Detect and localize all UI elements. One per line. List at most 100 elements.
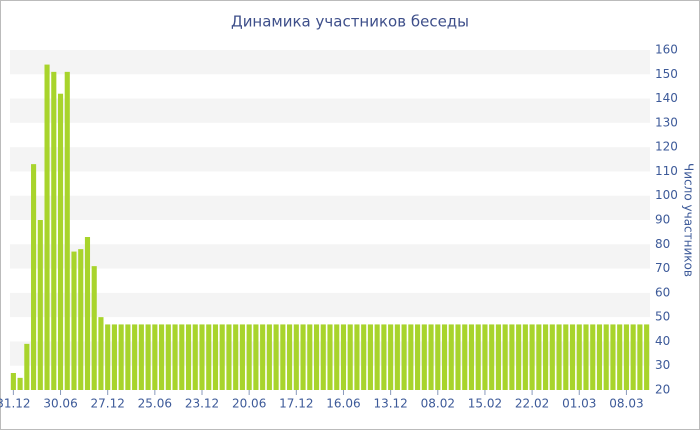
bar bbox=[226, 324, 232, 390]
bar bbox=[583, 324, 589, 390]
bar bbox=[536, 324, 542, 390]
bar bbox=[630, 324, 636, 390]
bar bbox=[10, 373, 16, 390]
bar bbox=[347, 324, 353, 390]
bar bbox=[165, 324, 171, 390]
bar bbox=[482, 324, 488, 390]
y-tick-label: 130 bbox=[655, 115, 678, 129]
grid-band bbox=[10, 50, 650, 75]
y-tick-label: 50 bbox=[655, 310, 670, 324]
y-tick-label: 60 bbox=[655, 285, 670, 299]
bar bbox=[253, 324, 259, 390]
bar bbox=[637, 324, 643, 390]
bar bbox=[199, 324, 205, 390]
bar bbox=[212, 324, 219, 390]
bar bbox=[138, 324, 144, 390]
x-tick-label: 08.02 bbox=[421, 397, 455, 411]
bar bbox=[509, 324, 515, 390]
grid-band bbox=[10, 147, 650, 172]
bar bbox=[543, 324, 549, 390]
bar bbox=[590, 324, 596, 390]
y-tick-label: 90 bbox=[655, 213, 670, 227]
bar bbox=[428, 324, 434, 390]
bar bbox=[623, 324, 629, 390]
x-tick-label: 01.03 bbox=[562, 397, 596, 411]
chart-title: Динамика участников беседы bbox=[231, 13, 469, 31]
bar bbox=[354, 324, 360, 390]
bar bbox=[596, 324, 603, 390]
bar bbox=[91, 266, 97, 390]
bar bbox=[415, 324, 421, 390]
x-tick-label: 30.06 bbox=[43, 397, 77, 411]
bar bbox=[401, 324, 407, 390]
bar bbox=[159, 324, 165, 390]
grid-band bbox=[10, 195, 650, 220]
bar bbox=[260, 324, 266, 390]
bar bbox=[603, 324, 609, 390]
bar bbox=[293, 324, 299, 390]
bar bbox=[334, 324, 340, 390]
bar bbox=[475, 324, 481, 390]
bar bbox=[239, 324, 245, 390]
bar bbox=[57, 93, 64, 390]
bar bbox=[51, 71, 57, 390]
bar bbox=[361, 324, 367, 390]
bar bbox=[125, 324, 131, 390]
bar bbox=[31, 164, 37, 390]
bar bbox=[374, 324, 380, 390]
y-tick-label: 30 bbox=[655, 358, 670, 372]
bar bbox=[266, 324, 272, 390]
bar bbox=[502, 324, 508, 390]
y-tick-label: 100 bbox=[655, 188, 678, 202]
bar bbox=[118, 324, 124, 390]
y-tick-label: 140 bbox=[655, 91, 678, 105]
bar bbox=[78, 249, 84, 390]
x-tick-label: 27.12 bbox=[91, 397, 125, 411]
y-tick-label: 70 bbox=[655, 261, 670, 275]
bar bbox=[340, 324, 347, 390]
x-tick-label: 31.12 bbox=[0, 397, 31, 411]
bar bbox=[185, 324, 192, 390]
bar bbox=[522, 324, 528, 390]
bar bbox=[394, 324, 400, 390]
y-tick-label: 20 bbox=[655, 383, 670, 397]
bar bbox=[529, 324, 535, 390]
x-tick-label: 16.06 bbox=[326, 397, 360, 411]
bar bbox=[435, 324, 441, 390]
bar bbox=[219, 324, 225, 390]
bar bbox=[152, 324, 158, 390]
x-tick-label: 17.12 bbox=[279, 397, 313, 411]
x-tick-label: 08.03 bbox=[609, 397, 643, 411]
bar bbox=[111, 324, 117, 390]
bar bbox=[313, 324, 320, 390]
bar bbox=[280, 324, 286, 390]
bar bbox=[105, 324, 111, 390]
bar bbox=[17, 377, 23, 390]
bar bbox=[233, 324, 239, 390]
y-tick-label: 150 bbox=[655, 67, 678, 81]
y-tick-label: 160 bbox=[655, 43, 678, 57]
grid-band bbox=[10, 292, 650, 318]
bar bbox=[192, 324, 198, 390]
bar bbox=[24, 343, 30, 390]
bar bbox=[381, 324, 387, 390]
x-tick-label: 13.12 bbox=[373, 397, 407, 411]
bar bbox=[455, 324, 461, 390]
bar bbox=[569, 324, 576, 390]
bar bbox=[576, 324, 582, 390]
bar bbox=[84, 237, 91, 390]
bar bbox=[563, 324, 569, 390]
y-tick-label: 110 bbox=[655, 164, 678, 178]
bar bbox=[71, 251, 77, 390]
bar bbox=[516, 324, 522, 390]
bar bbox=[300, 324, 306, 390]
x-tick-label: 22.02 bbox=[515, 397, 549, 411]
bar bbox=[37, 220, 43, 390]
bar bbox=[462, 324, 468, 390]
bar bbox=[388, 324, 394, 390]
bar bbox=[64, 71, 70, 390]
bar bbox=[98, 317, 104, 390]
bar bbox=[421, 324, 427, 390]
bar bbox=[617, 324, 623, 390]
